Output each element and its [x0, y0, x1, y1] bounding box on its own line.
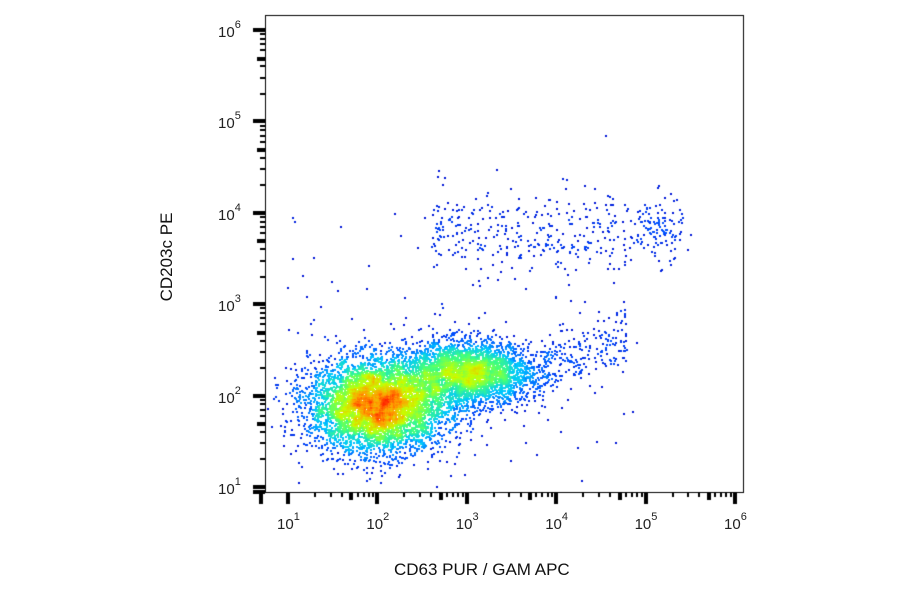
x-tick-label: 101: [277, 511, 300, 533]
y-tick-label: 103: [218, 293, 241, 316]
x-tick-label: 102: [366, 511, 390, 533]
x-axis-label: CD63 PUR / GAM APC: [394, 560, 570, 579]
y-tick-label: 106: [218, 19, 241, 41]
x-tick-label: 103: [455, 511, 479, 533]
x-tick-label: 105: [634, 511, 658, 533]
y-tick-label: 102: [218, 384, 241, 407]
x-tick-label: 106: [724, 511, 747, 533]
y-tick-label: 105: [218, 110, 241, 133]
y-axis-label: CD203c PE: [157, 212, 176, 302]
x-tick-label: 104: [545, 511, 568, 533]
y-tick-label: 101: [218, 476, 241, 498]
y-tick-label: 104: [218, 201, 241, 224]
